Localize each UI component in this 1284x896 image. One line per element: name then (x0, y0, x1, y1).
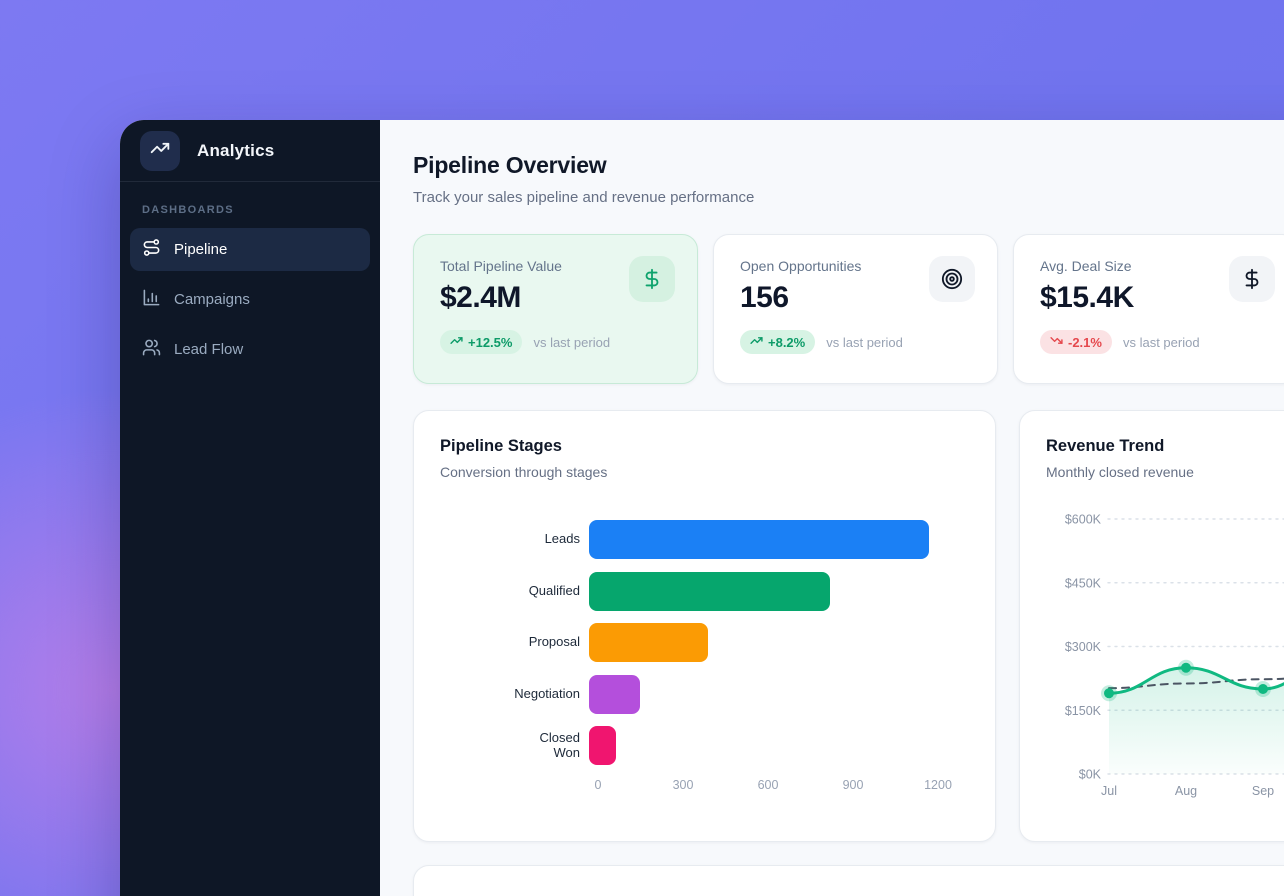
trending-up-icon (150, 138, 170, 163)
data-point (1258, 684, 1268, 694)
page-subtitle: Track your sales pipeline and revenue pe… (413, 189, 755, 206)
change-badge: -2.1% (1040, 330, 1112, 354)
data-point (1181, 662, 1191, 673)
stat-value: $15.4K (1040, 281, 1134, 314)
y-axis-tick: $0K (1079, 768, 1102, 782)
pipeline-stage-label: Leads (544, 531, 580, 547)
users-icon (142, 338, 161, 361)
stat-card-open-opportunities: Open Opportunities 156 +8.2% vs last per… (713, 234, 998, 384)
x-axis-tick: Aug (1175, 784, 1197, 798)
compare-label: vs last period (1122, 334, 1200, 350)
stats-row: Total Pipeline Value $2.4M +12.5% vs las… (413, 234, 1284, 384)
pipeline-stage-row: Proposal (440, 623, 969, 662)
chart-subtitle: Conversion through stages (440, 464, 608, 480)
data-point (1104, 688, 1114, 699)
pipeline-stage-bar (589, 571, 830, 611)
sidebar-item-label: Pipeline (174, 241, 228, 258)
app-title: Analytics (197, 140, 275, 160)
y-axis-tick: $300K (1065, 640, 1102, 654)
y-axis-tick: $150K (1065, 704, 1102, 718)
charts-row: Pipeline Stages Conversion through stage… (413, 410, 1284, 842)
app-logo (140, 130, 180, 171)
x-axis-tick: 300 (672, 777, 694, 792)
pipeline-stages-bar-chart: Leads Qualified Proposal Negotiation Closed W… (440, 520, 969, 794)
compare-label: vs last period (826, 334, 903, 350)
y-axis-tick: $600K (1065, 513, 1102, 527)
sidebar-item-label: Lead Flow (174, 341, 244, 358)
change-badge: +12.5% (440, 330, 523, 354)
x-axis-tick: 600 (757, 777, 779, 792)
stat-card-avg-deal-size: Avg. Deal Size $15.4K -2.1% vs last peri… (1013, 234, 1284, 384)
x-axis: 0 300 600 900 1200 (594, 777, 969, 794)
x-axis-tick: 900 (842, 777, 864, 792)
dollar-icon (1229, 256, 1275, 302)
app-logo-row: Analytics (120, 120, 380, 182)
app-window: Analytics DASHBOARDS Pipeline Campaigns (120, 120, 1284, 896)
y-axis-tick: $450K (1065, 576, 1102, 590)
compare-label: vs last period (533, 334, 611, 350)
revenue-trend-plot: $0K $150K $300K $450K $600K Jul Aug Sep (1065, 513, 1284, 798)
pipeline-stage-label: Negotiation (514, 685, 580, 701)
revenue-line (1107, 666, 1284, 695)
pipeline-stage-bar (589, 726, 616, 765)
stat-label: Open Opportunities (740, 258, 862, 274)
bar-chart-icon (142, 288, 161, 311)
sidebar-item-lead-flow[interactable]: Lead Flow (130, 328, 370, 371)
x-axis-tick: 1200 (924, 777, 952, 792)
x-axis-tick: 0 (594, 777, 602, 792)
revenue-trend-line-chart: $0K $150K $300K $450K $600K Jul Aug Sep (1046, 491, 1284, 818)
stat-label: Avg. Deal Size (1040, 258, 1132, 274)
pipeline-stages-card: Pipeline Stages Conversion through stage… (413, 410, 996, 842)
pipeline-stage-bar (589, 674, 640, 714)
sidebar-item-campaigns[interactable]: Campaigns (130, 278, 370, 321)
sidebar-section-label: DASHBOARDS (142, 204, 234, 216)
pipeline-stage-row: Negotiation (440, 674, 969, 714)
pipeline-stage-label: Closed Won (539, 729, 580, 760)
chart-subtitle: Monthly closed revenue (1046, 464, 1194, 480)
revenue-area-fill (1109, 667, 1284, 774)
pipeline-stage-row: Leads (440, 520, 969, 559)
target-dashed-line (1108, 677, 1284, 690)
x-axis-tick: Jul (1101, 784, 1117, 798)
pipeline-stage-label: Proposal (528, 634, 580, 650)
dollar-icon (629, 256, 675, 302)
pipeline-stage-label: Qualified (528, 582, 580, 598)
sidebar-nav: Pipeline Campaigns Lead Flow (120, 228, 380, 371)
sidebar-item-label: Campaigns (174, 291, 250, 308)
stat-card-total-pipeline-value: Total Pipeline Value $2.4M +12.5% vs las… (413, 234, 698, 384)
route-icon (142, 238, 161, 261)
trending-down-icon (1050, 334, 1063, 350)
trending-up-icon (450, 334, 463, 350)
chart-title: Revenue Trend (1046, 437, 1165, 455)
x-axis-tick: Sep (1252, 784, 1274, 798)
pipeline-stage-row: Qualified (440, 571, 969, 611)
chart-title: Pipeline Stages (440, 437, 562, 455)
stat-label: Total Pipeline Value (440, 258, 562, 274)
pipeline-stage-bar (589, 520, 929, 559)
sidebar: Analytics DASHBOARDS Pipeline Campaigns (120, 120, 380, 896)
sidebar-item-pipeline[interactable]: Pipeline (130, 228, 370, 271)
stat-value: $2.4M (440, 281, 521, 314)
revenue-trend-card: Revenue Trend Monthly closed revenue $0K… (1019, 410, 1284, 842)
main-content: Pipeline Overview Track your sales pipel… (380, 120, 1284, 896)
stat-value: 156 (740, 281, 789, 314)
pipeline-stage-bar (589, 623, 708, 662)
change-badge: +8.2% (740, 330, 816, 354)
page-title: Pipeline Overview (413, 152, 607, 178)
bottom-card-clipped (413, 865, 1284, 896)
target-icon (929, 256, 975, 302)
pipeline-stage-row: Closed Won (440, 726, 969, 765)
trending-up-icon (750, 334, 763, 350)
